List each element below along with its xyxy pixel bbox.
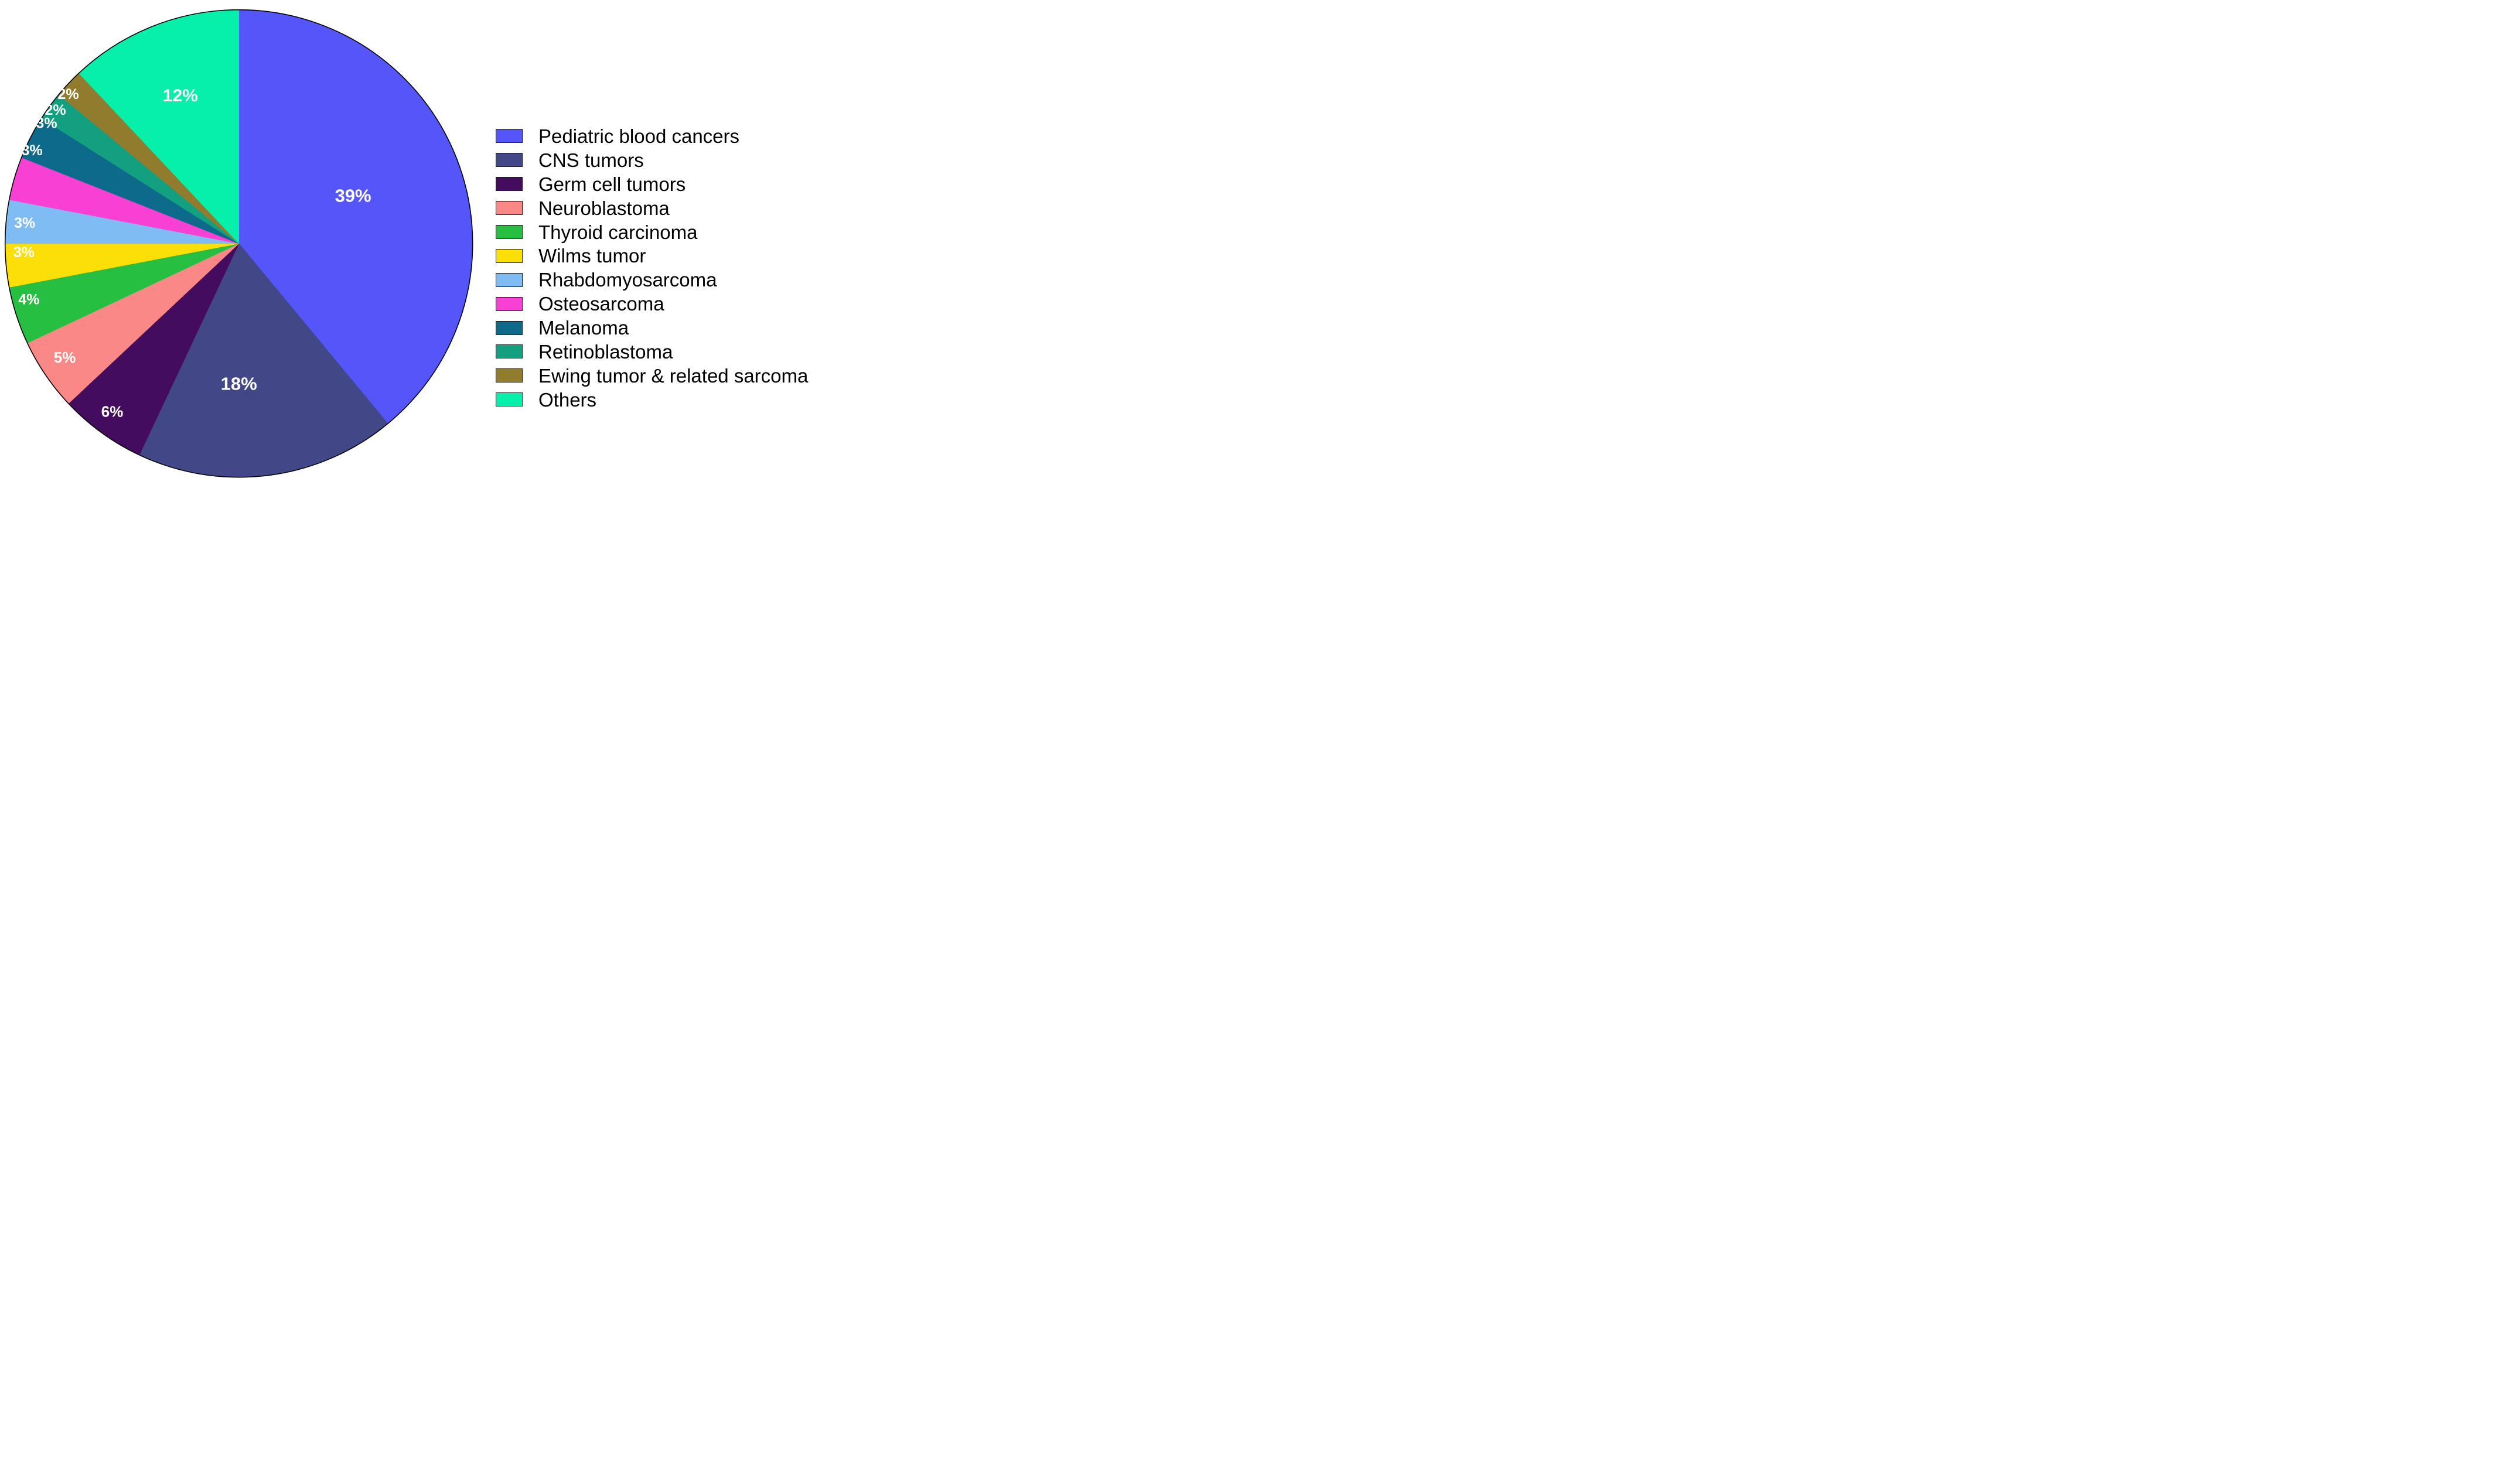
pie-figure: 39% 18% 6% 5% 4% 3% 3% 3% 3% 2% 2% 12% Pediatric bl… <box>0 0 840 489</box>
legend-label-others: Others <box>538 388 597 411</box>
pct-label-neuroblastoma: 5% <box>54 349 76 366</box>
legend-label-pediatric-blood-cancers: Pediatric blood cancers <box>538 125 740 147</box>
legend-label-melanoma: Melanoma <box>538 317 629 339</box>
legend-swatch-rhabdomyosarcoma <box>496 272 523 287</box>
legend-item-retinoblastoma: Retinoblastoma <box>496 340 808 364</box>
legend-label-retinoblastoma: Retinoblastoma <box>538 340 673 363</box>
legend-item-neuroblastoma: Neuroblastoma <box>496 196 808 220</box>
pie-outline <box>4 9 473 478</box>
legend-label-neuroblastoma: Neuroblastoma <box>538 197 670 219</box>
pct-label-osteosarcoma: 3% <box>22 142 43 159</box>
legend-label-ewing-tumor-related-sarcoma: Ewing tumor & related sarcoma <box>538 364 809 387</box>
legend-swatch-ewing-tumor-related-sarcoma <box>496 368 523 383</box>
legend-item-germ-cell-tumors: Germ cell tumors <box>496 172 808 196</box>
legend-swatch-melanoma <box>496 320 523 335</box>
pct-label-retinoblastoma: 2% <box>45 102 66 118</box>
legend-item-thyroid-carcinoma: Thyroid carcinoma <box>496 220 808 244</box>
legend-swatch-cns-tumors <box>496 153 523 168</box>
legend-label-osteosarcoma: Osteosarcoma <box>538 293 664 315</box>
legend-label-rhabdomyosarcoma: Rhabdomyosarcoma <box>538 269 717 291</box>
pct-label-wilms-tumor: 3% <box>13 244 35 261</box>
legend-swatch-neuroblastoma <box>496 201 523 216</box>
pct-label-thyroid-carcinoma: 4% <box>18 292 39 308</box>
pct-label-ewing-tumor-related-sarcoma: 2% <box>57 86 79 103</box>
legend-swatch-thyroid-carcinoma <box>496 225 523 239</box>
legend-swatch-others <box>496 392 523 407</box>
pct-label-pediatric-blood-cancers: 39% <box>335 185 371 206</box>
legend-swatch-retinoblastoma <box>496 344 523 359</box>
pct-label-germ-cell-tumors: 6% <box>101 403 124 421</box>
pct-label-others: 12% <box>163 86 198 105</box>
legend-item-rhabdomyosarcoma: Rhabdomyosarcoma <box>496 268 808 292</box>
legend-item-others: Others <box>496 388 808 412</box>
legend-item-pediatric-blood-cancers: Pediatric blood cancers <box>496 124 808 148</box>
legend-swatch-pediatric-blood-cancers <box>496 129 523 144</box>
legend-item-cns-tumors: CNS tumors <box>496 148 808 172</box>
legend-swatch-osteosarcoma <box>496 296 523 311</box>
legend-swatch-germ-cell-tumors <box>496 177 523 192</box>
pct-label-cns-tumors: 18% <box>221 374 257 394</box>
legend-item-melanoma: Melanoma <box>496 316 808 340</box>
legend-label-thyroid-carcinoma: Thyroid carcinoma <box>538 221 698 243</box>
legend-item-osteosarcoma: Osteosarcoma <box>496 292 808 316</box>
pie-chart-svg: 39%18%6%5%4%3%3%3%3%2%2% 12% <box>4 9 473 478</box>
legend-label-cns-tumors: CNS tumors <box>538 149 644 171</box>
legend-label-germ-cell-tumors: Germ cell tumors <box>538 173 686 195</box>
legend-label-wilms-tumor: Wilms tumor <box>538 245 646 267</box>
legend-swatch-wilms-tumor <box>496 248 523 263</box>
pct-label-melanoma: 3% <box>36 115 57 132</box>
legend-item-ewing-tumor-related-sarcoma: Ewing tumor & related sarcoma <box>496 364 808 388</box>
legend-item-wilms-tumor: Wilms tumor <box>496 244 808 268</box>
pct-label-rhabdomyosarcoma: 3% <box>14 215 35 231</box>
legend: Pediatric blood cancers CNS tumors Germ ce… <box>496 124 808 412</box>
